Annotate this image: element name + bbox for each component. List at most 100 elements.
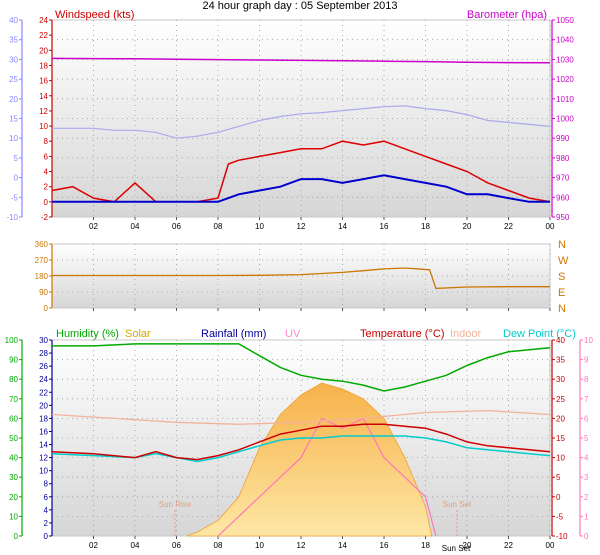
direction-axis-tick-label: 270 (35, 256, 49, 265)
barometer-axis-tick-label: 1000 (556, 115, 574, 124)
temperature-axis-tick-label: -5 (556, 512, 564, 521)
windspeed-axis-tick-label: -2 (41, 213, 49, 222)
compass-label: S (558, 271, 565, 283)
x-axis-tick-label: 04 (131, 222, 140, 231)
windspeed-axis-tick-label: 16 (39, 77, 48, 86)
x-axis-tick-label: 00 (546, 222, 555, 231)
legend-rainfall: Rainfall (mm) (201, 328, 266, 340)
temperature-axis-tick-label: 35 (556, 356, 565, 365)
rainfall-axis-tick-label: 16 (39, 427, 48, 436)
x-axis-tick-label: 22 (504, 541, 513, 550)
indoor-line (51, 409, 551, 425)
gust-axis-tick-label: 35 (9, 36, 18, 45)
barometer-axis-tick-label: 960 (556, 193, 570, 202)
gust-axis-tick-label: 25 (9, 75, 18, 84)
windspeed-axis-tick-label: 4 (44, 168, 49, 177)
windspeed-axis-tick-label: 2 (44, 183, 49, 192)
x-axis-tick-label: 04 (131, 541, 140, 550)
humidity-axis-tick-label: 30 (9, 473, 18, 482)
barometer-axis-tick-label: 1020 (556, 75, 574, 84)
gust-axis-tick-label: 0 (14, 174, 19, 183)
legend-humidity: Humidity (%) (56, 328, 119, 340)
humidity-axis-tick-label: 0 (14, 532, 19, 541)
temperature-axis-tick-label: 25 (556, 395, 565, 404)
x-axis-tick-label: 08 (214, 222, 223, 231)
gust-axis-tick-label: 20 (9, 95, 18, 104)
humidity-axis-tick-label: 80 (9, 375, 18, 384)
direction-axis-tick-label: 90 (39, 288, 48, 297)
rainfall-axis-tick-label: 22 (39, 388, 48, 397)
direction-axis-tick-label: 360 (35, 240, 49, 249)
rainfall-axis-tick-label: 28 (39, 349, 48, 358)
x-axis-tick-label: 16 (380, 541, 389, 550)
windspeed-axis-tick-label: 20 (39, 46, 48, 55)
uv-axis-tick-label: 1 (584, 512, 589, 521)
rainfall-axis-tick-label: 2 (44, 519, 49, 528)
rainfall-axis-tick-label: 8 (44, 480, 49, 489)
windspeed-axis-tick-label: 24 (39, 16, 48, 25)
gust-line (52, 105, 551, 139)
barometer-axis-title: Barometer (hpa) (467, 9, 547, 21)
humidity-axis-tick-label: 60 (9, 414, 18, 423)
x-axis-tick-label: 00 (546, 541, 555, 550)
humidity-axis-tick-label: 40 (9, 454, 18, 463)
rainfall-axis-tick-label: 12 (39, 454, 48, 463)
x-axis-tick-label: 14 (338, 222, 347, 231)
compass-label: N (558, 303, 566, 315)
x-axis-tick-label: 06 (172, 541, 181, 550)
x-axis-tick-label: 18 (421, 541, 430, 550)
x-axis-tick-label: 12 (297, 541, 306, 550)
humidity-line (52, 343, 551, 392)
rainfall-axis-tick-label: 20 (39, 401, 48, 410)
uv-axis-tick-label: 9 (584, 356, 589, 365)
barometer-line (51, 57, 551, 64)
x-axis-tick-label: 16 (380, 222, 389, 231)
rainfall-axis-tick-label: 30 (39, 336, 48, 345)
humidity-axis-tick-label: 20 (9, 493, 18, 502)
humidity-axis-tick-label: 50 (9, 434, 18, 443)
temperature-axis-tick-label: 0 (556, 493, 561, 502)
x-axis-tick-label: 18 (421, 222, 430, 231)
temperature-axis-tick-label: -10 (556, 532, 568, 541)
x-axis-tick-label: 06 (172, 222, 181, 231)
uv-axis-tick-label: 6 (584, 414, 589, 423)
temperature-axis-tick-label: 20 (556, 414, 565, 423)
legend-solar: Solar (125, 328, 151, 340)
wind-direction-line (52, 267, 550, 290)
compass-label: N (558, 239, 566, 251)
uv-axis-tick-label: 4 (584, 454, 589, 463)
rainfall-axis-tick-label: 4 (44, 506, 49, 515)
windspeed-axis-tick-label: 12 (39, 107, 48, 116)
x-axis-tick-label: 20 (463, 541, 472, 550)
compass-label: E (558, 287, 565, 299)
sun-rise-label: Sun Rise (159, 500, 192, 509)
windspeed-axis-tick-label: 18 (39, 61, 48, 70)
gust-axis-tick-label: 15 (9, 115, 18, 124)
temperature-line (51, 423, 551, 461)
gust-axis-tick-label: 10 (9, 134, 18, 143)
barometer-axis-tick-label: 1030 (556, 55, 574, 64)
series-layer (51, 57, 551, 537)
rainfall-axis-tick-label: 26 (39, 362, 48, 371)
windspeed-axis-tick-label: 8 (44, 137, 49, 146)
humidity-axis-tick-label: 100 (5, 336, 19, 345)
uv-axis-tick-label: 0 (584, 532, 589, 541)
x-axis-tick-label: 12 (297, 222, 306, 231)
gust-axis-tick-label: -10 (6, 213, 18, 222)
legend-indoor: Indoor (450, 328, 482, 340)
humidity-axis-tick-label: 90 (9, 356, 18, 365)
barometer-axis-tick-label: 1010 (556, 95, 574, 104)
humidity-axis-tick-label: 70 (9, 395, 18, 404)
windspeed-axis-tick-label: 22 (39, 31, 48, 40)
windspeed-axis-tick-label: 0 (44, 198, 49, 207)
legend-uv: UV (285, 328, 301, 340)
rainfall-axis-tick-label: 18 (39, 414, 48, 423)
barometer-axis-tick-label: 1040 (556, 36, 574, 45)
x-axis-tick-label: 10 (255, 541, 264, 550)
x-axis-tick-label: 14 (338, 541, 347, 550)
temperature-axis-tick-label: 5 (556, 473, 561, 482)
windspeed-axis-tick-label: 14 (39, 92, 48, 101)
rainfall-axis-tick-label: 10 (39, 467, 48, 476)
